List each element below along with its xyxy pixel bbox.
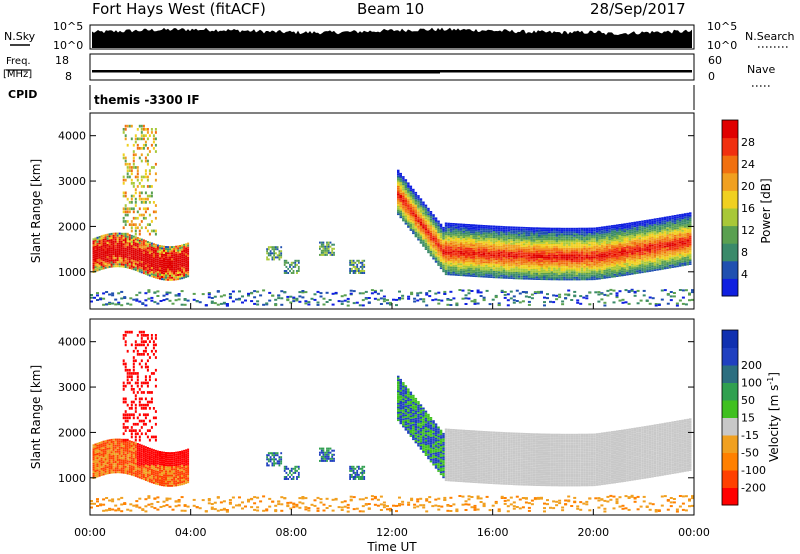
velocity-colorbar-segment xyxy=(722,470,738,488)
power-colorbar-tick: 20 xyxy=(741,180,755,193)
nsearch-label: N.Search xyxy=(745,30,795,43)
power-ylabel: Slant Range [km] xyxy=(29,159,43,263)
power-colorbar-tick: 16 xyxy=(741,202,755,215)
nave-tick-bottom: 0 xyxy=(708,70,715,83)
velocity-colorbar-segment xyxy=(722,400,738,418)
power-colorbar-tick: 4 xyxy=(741,268,748,281)
freq-label-line1: Freq. xyxy=(6,56,31,67)
power-colorbar-tick: 28 xyxy=(741,136,755,149)
cpid-text: themis -3300 IF xyxy=(94,93,200,107)
x-axis-label: Time UT xyxy=(366,540,417,554)
y-tick-label: 2000 xyxy=(58,426,86,439)
freq-tick-bottom: 8 xyxy=(65,70,72,83)
y-tick-label: 3000 xyxy=(58,175,86,188)
nsky-label: N.Sky xyxy=(4,30,36,43)
power-colorbar-segment xyxy=(722,172,738,191)
velocity-colorbar-segment xyxy=(722,435,738,453)
velocity-colorbar-tick: -100 xyxy=(741,464,766,477)
x-tick-label: 04:00 xyxy=(175,526,207,539)
freq-label-line2: [MHz] xyxy=(3,69,32,80)
station-title: Fort Hays West (fitACF) xyxy=(92,0,266,18)
velocity-colorbar-segment xyxy=(722,417,738,436)
y-tick-label: 4000 xyxy=(58,336,86,349)
power-colorbar-segment xyxy=(722,190,738,209)
y-tick-label: 2000 xyxy=(58,220,86,233)
time-x-axis: 00:00 04:00 08:00 12:00 16:00 20:00 00:00 xyxy=(74,303,710,539)
velocity-colorbar-segment xyxy=(722,330,738,348)
nave-label: Nave xyxy=(747,63,775,76)
velocity-ylabel: Slant Range [km] xyxy=(29,365,43,469)
velocity-colorbar-tick: 200 xyxy=(741,359,762,372)
power-colorbar-segment xyxy=(722,137,738,156)
freq-tick-top: 18 xyxy=(55,54,69,67)
y-tick-label: 1000 xyxy=(58,472,86,485)
power-colorbar-segment xyxy=(722,278,738,297)
velocity-panel: 1000 2000 3000 4000 Slant Range [km] -200 -1… xyxy=(29,318,781,516)
nave-trace xyxy=(140,72,440,74)
power-colorbar-tick: 8 xyxy=(741,246,748,259)
x-tick-label: 00:00 xyxy=(678,526,710,539)
velocity-colorbar-tick: 50 xyxy=(741,394,755,407)
power-colorbar-segment xyxy=(722,243,738,262)
freq-trace xyxy=(92,70,692,73)
nave-tick-top: 60 xyxy=(708,54,722,67)
velocity-colorbar-tick: 100 xyxy=(741,377,762,390)
velocity-y-axis: 1000 2000 3000 4000 xyxy=(58,336,694,485)
velocity-colorbar-segment xyxy=(722,347,738,366)
power-colorbar-tick: 12 xyxy=(741,224,755,237)
power-colorbar-label: Power [dB] xyxy=(759,178,773,243)
nsky-tick-top: 10^5 xyxy=(53,20,83,33)
nsearch-tick-bottom: 10^0 xyxy=(707,39,737,52)
power-colorbar: 4 8 12 16 20 24 28 xyxy=(721,119,755,297)
nsky-trace xyxy=(92,27,692,48)
velocity-colorbar-segment xyxy=(722,382,738,401)
power-colorbar-segment xyxy=(722,208,738,227)
y-tick-label: 3000 xyxy=(58,381,86,394)
power-colorbar-segment xyxy=(722,260,738,279)
velocity-colorbar-segment xyxy=(722,487,738,506)
cpid-panel: CPID themis -3300 IF xyxy=(8,85,695,110)
velocity-colorbar-tick: 15 xyxy=(741,412,755,425)
power-y-axis: 1000 2000 3000 4000 xyxy=(58,130,694,279)
beam-title: Beam 10 xyxy=(357,0,425,18)
x-tick-label: 20:00 xyxy=(577,526,609,539)
power-data-marks xyxy=(90,124,694,307)
power-colorbar-segment xyxy=(722,120,738,139)
power-colorbar-tick: 24 xyxy=(741,158,755,171)
velocity-colorbar-label: Velocity [m s-1] xyxy=(766,372,781,462)
nsky-panel: N.Sky 10^5 10^0 10^5 10^0 N.Search xyxy=(4,20,795,52)
power-colorbar-segment xyxy=(722,225,738,244)
velocity-colorbar-segment xyxy=(722,365,738,383)
velocity-colorbar: -200 -100 -50 -15 15 50 100 200 xyxy=(721,329,766,506)
velocity-colorbar-segment xyxy=(722,452,738,471)
x-tick-label: 16:00 xyxy=(477,526,509,539)
x-tick-label: 00:00 xyxy=(74,526,106,539)
nsky-tick-bottom: 10^0 xyxy=(53,39,83,52)
nsearch-tick-top: 10^5 xyxy=(707,20,737,33)
y-tick-label: 1000 xyxy=(58,266,86,279)
power-panel: 1000 2000 3000 4000 Slant Range [km] 4 8 12 16… xyxy=(29,112,773,310)
power-colorbar-segment xyxy=(722,155,738,174)
freq-panel: Freq. [MHz] 18 8 60 0 Nave xyxy=(3,53,775,87)
date-title: 28/Sep/2017 xyxy=(590,0,686,18)
x-tick-label: 08:00 xyxy=(275,526,307,539)
cpid-label: CPID xyxy=(8,88,37,101)
y-tick-label: 4000 xyxy=(58,130,86,143)
velocity-colorbar-tick: -15 xyxy=(741,429,759,442)
velocity-colorbar-tick: -50 xyxy=(741,447,759,460)
velocity-data-marks xyxy=(90,330,694,513)
x-tick-label: 12:00 xyxy=(376,526,408,539)
velocity-colorbar-tick: -200 xyxy=(741,482,766,495)
